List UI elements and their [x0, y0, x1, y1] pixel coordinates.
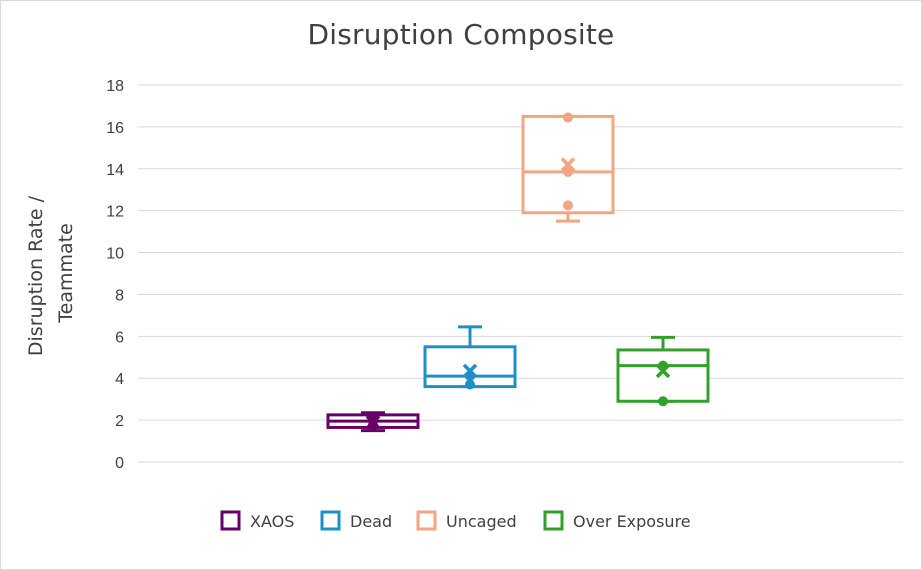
legend: XAOS Dead Uncaged Over Exposure	[220, 510, 691, 531]
mean-marker-stroke	[462, 363, 478, 379]
mean-marker-stroke	[560, 157, 576, 172]
y-tick-label: 18	[106, 78, 124, 95]
legend-label: Over Exposure	[573, 512, 691, 531]
boxes	[326, 112, 710, 433]
legend-label: XAOS	[250, 512, 294, 531]
y-tick-label: 14	[106, 162, 124, 179]
y-tick-label: 10	[106, 246, 124, 263]
box-xaos	[326, 411, 420, 433]
y-tick-label: 6	[115, 329, 124, 346]
legend-item-dead: Dead	[320, 510, 392, 531]
mean-marker	[655, 363, 671, 379]
legend-item-over-exposure: Over Exposure	[543, 510, 691, 531]
y-tick-label: 0	[115, 455, 124, 472]
mean-marker	[462, 363, 478, 379]
legend-label: Uncaged	[446, 512, 517, 531]
y-tick-labels: 0 2 4 6 8 10 12 14 16 18	[106, 78, 124, 472]
legend-swatch	[543, 510, 564, 531]
legend-swatch	[220, 510, 241, 531]
y-tick-label: 2	[115, 413, 124, 430]
y-axis-label-line-1: Disruption Rate /	[25, 195, 47, 356]
data-point	[563, 112, 573, 123]
chart-title: Disruption Composite	[307, 18, 615, 51]
data-point	[658, 396, 668, 407]
y-tick-label: 16	[106, 120, 124, 137]
legend-label: Dead	[350, 512, 392, 531]
legend-item-uncaged: Uncaged	[416, 510, 517, 531]
legend-item-xaos: XAOS	[220, 510, 294, 531]
box-uncaged	[521, 112, 615, 223]
legend-swatch	[320, 510, 341, 531]
y-tick-label: 8	[115, 287, 124, 304]
y-axis-label: Disruption Rate / Teammate	[25, 190, 77, 356]
y-axis-label-line-2: Teammate	[55, 223, 77, 324]
data-point	[563, 166, 573, 177]
legend-swatch	[416, 510, 437, 531]
mean-marker-stroke	[655, 363, 671, 379]
gridlines	[138, 84, 903, 463]
box-dead	[423, 325, 517, 390]
data-point	[465, 379, 475, 390]
box-over-exposure	[616, 335, 710, 407]
mean-marker	[560, 157, 576, 172]
mean-marker-stroke	[365, 414, 381, 430]
mean-marker	[365, 414, 381, 430]
data-point	[563, 200, 573, 211]
box-iqr	[616, 348, 710, 403]
y-tick-label: 12	[106, 204, 124, 221]
y-tick-label: 4	[115, 371, 124, 388]
